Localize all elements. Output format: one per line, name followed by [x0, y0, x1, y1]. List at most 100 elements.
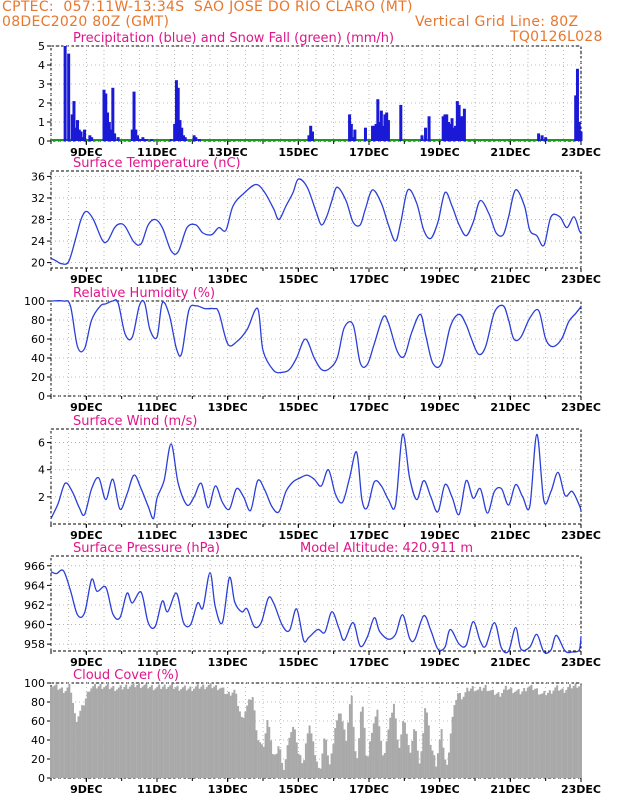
- cloud-bar: [574, 683, 577, 778]
- cloud-bar: [319, 768, 322, 778]
- cloud-bar: [229, 695, 232, 778]
- y-tick-label: 962: [24, 599, 45, 612]
- rh-series-line: [50, 299, 582, 374]
- cloud-bar: [57, 689, 60, 778]
- precip-bar: [574, 95, 578, 141]
- cloud-bar: [328, 764, 331, 778]
- cloud-bar: [106, 684, 109, 778]
- cloud-bar: [141, 686, 144, 778]
- precip-bar: [90, 137, 94, 141]
- cloud-bar: [578, 686, 581, 778]
- cloud-bar: [66, 687, 69, 778]
- cloud-bar: [132, 683, 135, 778]
- cloud-bar: [108, 689, 111, 778]
- precip-bar: [183, 137, 187, 141]
- precip-bar: [79, 131, 83, 141]
- cloud-bar: [416, 750, 419, 778]
- y-tick-label: 6: [38, 437, 45, 450]
- panel-title: Cloud Cover (%): [73, 668, 179, 683]
- cloud-bar: [429, 744, 432, 778]
- cloud-bar: [380, 740, 383, 778]
- cloud-bar: [535, 688, 538, 778]
- x-tick-label: 17DEC: [349, 273, 389, 286]
- chart-header: CPTEC: 057:11W-13:34S SAO JOSE DO RIO CL…: [0, 0, 618, 46]
- cloud-bar: [425, 712, 428, 778]
- cloud-bar: [361, 706, 364, 778]
- cloud-bar: [233, 689, 236, 778]
- cloud-bar: [537, 694, 540, 778]
- cloud-bar: [354, 751, 357, 778]
- cloud-bar: [286, 745, 289, 778]
- cloud-bar: [196, 684, 199, 778]
- cloud-bar: [191, 690, 194, 778]
- precip-bar: [399, 104, 403, 141]
- cloud-bar: [128, 686, 131, 778]
- cloud-bar: [385, 741, 388, 778]
- cloud-bar: [378, 726, 381, 778]
- precip-bar: [454, 125, 458, 141]
- cloud-bar: [363, 727, 366, 778]
- cloud-bar: [249, 699, 252, 778]
- cloud-bar: [244, 711, 247, 778]
- precip-bar: [130, 129, 134, 141]
- cloud-bar: [86, 691, 89, 778]
- cloud-bar: [204, 689, 207, 778]
- cloud-bar: [314, 755, 317, 778]
- precip-bar: [111, 87, 115, 141]
- precip-bar: [109, 129, 113, 141]
- cloud-bar: [246, 705, 249, 778]
- precip-bar: [378, 122, 382, 141]
- cloud-bar: [545, 695, 548, 778]
- panel-rh: Relative Humidity (%) 0 20 40 60 80 100 9DEC 11D…: [24, 286, 601, 414]
- cloud-bar: [559, 689, 562, 778]
- cloud-bar: [526, 687, 529, 778]
- cloud-bar: [418, 763, 421, 778]
- cloud-bar: [266, 719, 269, 778]
- cloud-bar: [119, 685, 122, 778]
- y-tick-label: 40: [31, 734, 45, 747]
- cloud-bar: [59, 688, 62, 778]
- cloud-bar: [350, 695, 353, 778]
- cloud-bar: [158, 684, 161, 778]
- x-tick-label: 19DEC: [420, 273, 460, 286]
- cloud-bar: [116, 689, 119, 778]
- precip-bar: [180, 127, 184, 141]
- precip-bar: [173, 123, 177, 141]
- precip-bar: [383, 114, 387, 141]
- cloud-bar: [149, 686, 152, 778]
- x-tick-label: 19DEC: [420, 656, 460, 669]
- x-tick-label: 17DEC: [349, 529, 389, 542]
- cloud-bar: [455, 699, 458, 778]
- cloud-bar: [451, 716, 454, 778]
- cloud-bar: [403, 722, 406, 778]
- wind-series-line: [50, 433, 582, 520]
- panel-pres: Surface Pressure (hPa) Model Altitude: 42…: [24, 541, 601, 669]
- precip-bar: [143, 139, 147, 141]
- x-tick-label: 19DEC: [420, 146, 460, 159]
- cloud-bar: [394, 718, 397, 778]
- cloud-bar: [70, 692, 73, 778]
- cloud-bar: [198, 688, 201, 778]
- cloud-bar: [409, 752, 412, 778]
- precip-bar: [139, 139, 143, 141]
- precip-bar: [447, 122, 450, 141]
- cloud-bar: [200, 686, 203, 778]
- y-tick-label: 100: [24, 677, 45, 690]
- y-tick-label: 5: [38, 40, 45, 53]
- precip-bar: [134, 129, 138, 141]
- precip-bar: [575, 68, 579, 141]
- x-tick-label: 13DEC: [208, 529, 248, 542]
- cloud-bar: [317, 767, 320, 778]
- cloud-bar: [469, 688, 472, 778]
- x-tick-label: 11DEC: [137, 146, 177, 159]
- precip-bar: [450, 118, 454, 141]
- precip-bar: [81, 137, 85, 141]
- y-tick-label: 24: [31, 235, 45, 248]
- x-tick-label: 13DEC: [208, 656, 248, 669]
- cloud-bar: [543, 690, 546, 778]
- precip-bar: [351, 137, 355, 141]
- cloud-bar: [72, 702, 75, 778]
- cloud-bar: [50, 687, 52, 778]
- cloud-bar: [182, 687, 185, 778]
- cloud-bar: [251, 697, 254, 778]
